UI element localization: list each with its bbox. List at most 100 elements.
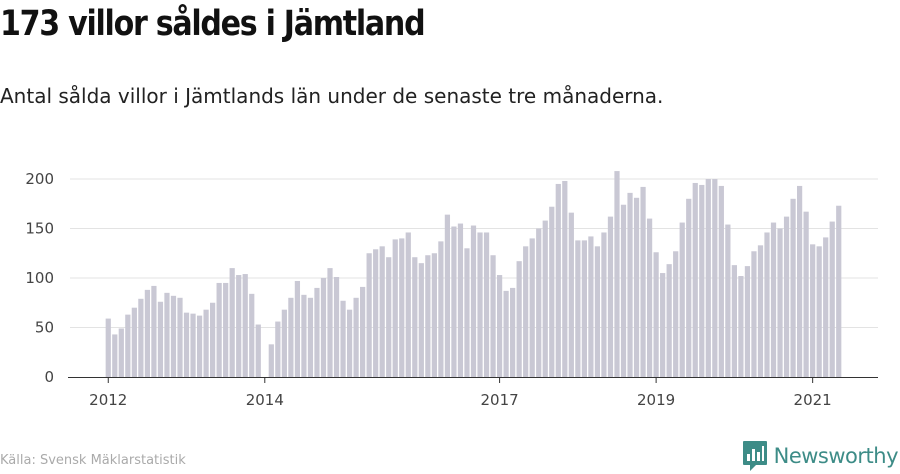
bar[interactable] (431, 253, 437, 377)
bar[interactable] (836, 205, 842, 377)
bar[interactable] (601, 232, 607, 377)
bar[interactable] (731, 265, 737, 377)
bar[interactable] (294, 280, 301, 377)
bar[interactable] (105, 318, 111, 377)
bar[interactable] (314, 287, 320, 377)
bar[interactable] (281, 309, 287, 377)
bar[interactable] (373, 249, 379, 377)
bar[interactable] (496, 275, 503, 377)
bar[interactable] (177, 297, 183, 377)
bar[interactable] (353, 297, 359, 377)
bar[interactable] (816, 246, 822, 377)
bar[interactable] (210, 302, 216, 377)
bar[interactable] (562, 180, 568, 377)
bar[interactable] (594, 246, 601, 377)
bar[interactable] (138, 298, 144, 377)
bar[interactable] (131, 307, 137, 377)
bar[interactable] (770, 222, 777, 377)
newsworthy-brand[interactable]: Newsworthy (742, 440, 899, 472)
bar[interactable] (810, 244, 816, 377)
bar[interactable] (692, 182, 698, 377)
bar[interactable] (242, 274, 248, 377)
bar[interactable] (712, 179, 718, 377)
bar[interactable] (125, 314, 131, 377)
bar[interactable] (327, 268, 333, 377)
bar[interactable] (275, 321, 281, 377)
bar[interactable] (340, 300, 346, 377)
bar[interactable] (718, 185, 724, 377)
bar[interactable] (686, 198, 692, 377)
bar[interactable] (777, 228, 783, 378)
bar[interactable] (646, 218, 653, 377)
bar[interactable] (477, 232, 483, 377)
bar[interactable] (764, 232, 770, 377)
bar[interactable] (229, 268, 235, 377)
bar[interactable] (223, 282, 229, 377)
bar[interactable] (112, 334, 118, 377)
bar[interactable] (170, 295, 177, 377)
bar[interactable] (301, 294, 307, 377)
bar[interactable] (346, 309, 353, 377)
bar[interactable] (405, 232, 411, 377)
bar[interactable] (510, 287, 516, 377)
bar[interactable] (399, 238, 405, 377)
bar[interactable] (790, 198, 796, 377)
bar[interactable] (549, 206, 555, 377)
bar[interactable] (633, 197, 640, 377)
bar[interactable] (699, 184, 705, 377)
bar[interactable] (529, 238, 535, 377)
bar[interactable] (118, 328, 124, 377)
bar[interactable] (288, 297, 294, 377)
bar[interactable] (679, 222, 685, 377)
bar[interactable] (438, 241, 444, 377)
bar[interactable] (255, 324, 261, 377)
bar[interactable] (620, 204, 627, 377)
bar[interactable] (783, 216, 790, 377)
bar[interactable] (588, 236, 594, 377)
bar[interactable] (607, 216, 614, 377)
bar[interactable] (757, 245, 764, 377)
bar[interactable] (360, 286, 366, 377)
bar[interactable] (320, 278, 327, 377)
bar[interactable] (379, 246, 385, 377)
bar[interactable] (653, 252, 659, 377)
bar[interactable] (705, 179, 711, 377)
bar[interactable] (796, 185, 803, 377)
bar[interactable] (307, 297, 314, 377)
bar[interactable] (738, 276, 744, 377)
bar[interactable] (666, 264, 672, 377)
bar[interactable] (470, 225, 477, 377)
bar[interactable] (144, 289, 151, 377)
bar[interactable] (673, 251, 679, 377)
bar[interactable] (575, 240, 581, 377)
bar[interactable] (725, 224, 731, 377)
bar[interactable] (744, 266, 751, 377)
bar[interactable] (542, 220, 548, 377)
bar[interactable] (483, 232, 490, 377)
bar[interactable] (627, 192, 633, 377)
bar[interactable] (236, 275, 242, 377)
bar[interactable] (203, 309, 209, 377)
bar[interactable] (392, 239, 398, 377)
bar[interactable] (164, 292, 170, 377)
bar[interactable] (451, 226, 457, 377)
bar[interactable] (249, 293, 255, 377)
bar[interactable] (183, 312, 190, 377)
bar[interactable] (268, 344, 274, 377)
bar[interactable] (333, 277, 340, 377)
bar[interactable] (568, 212, 574, 377)
bar[interactable] (418, 263, 424, 377)
bar[interactable] (503, 290, 509, 377)
bar[interactable] (366, 253, 372, 377)
bar[interactable] (190, 313, 196, 377)
bar[interactable] (490, 255, 496, 377)
bar[interactable] (464, 248, 470, 377)
bar[interactable] (614, 171, 620, 377)
bar[interactable] (823, 237, 829, 377)
bar[interactable] (157, 301, 164, 377)
bar[interactable] (640, 186, 646, 377)
bar[interactable] (457, 223, 464, 377)
bar[interactable] (803, 211, 809, 377)
bar[interactable] (386, 257, 392, 377)
bar[interactable] (581, 240, 587, 377)
